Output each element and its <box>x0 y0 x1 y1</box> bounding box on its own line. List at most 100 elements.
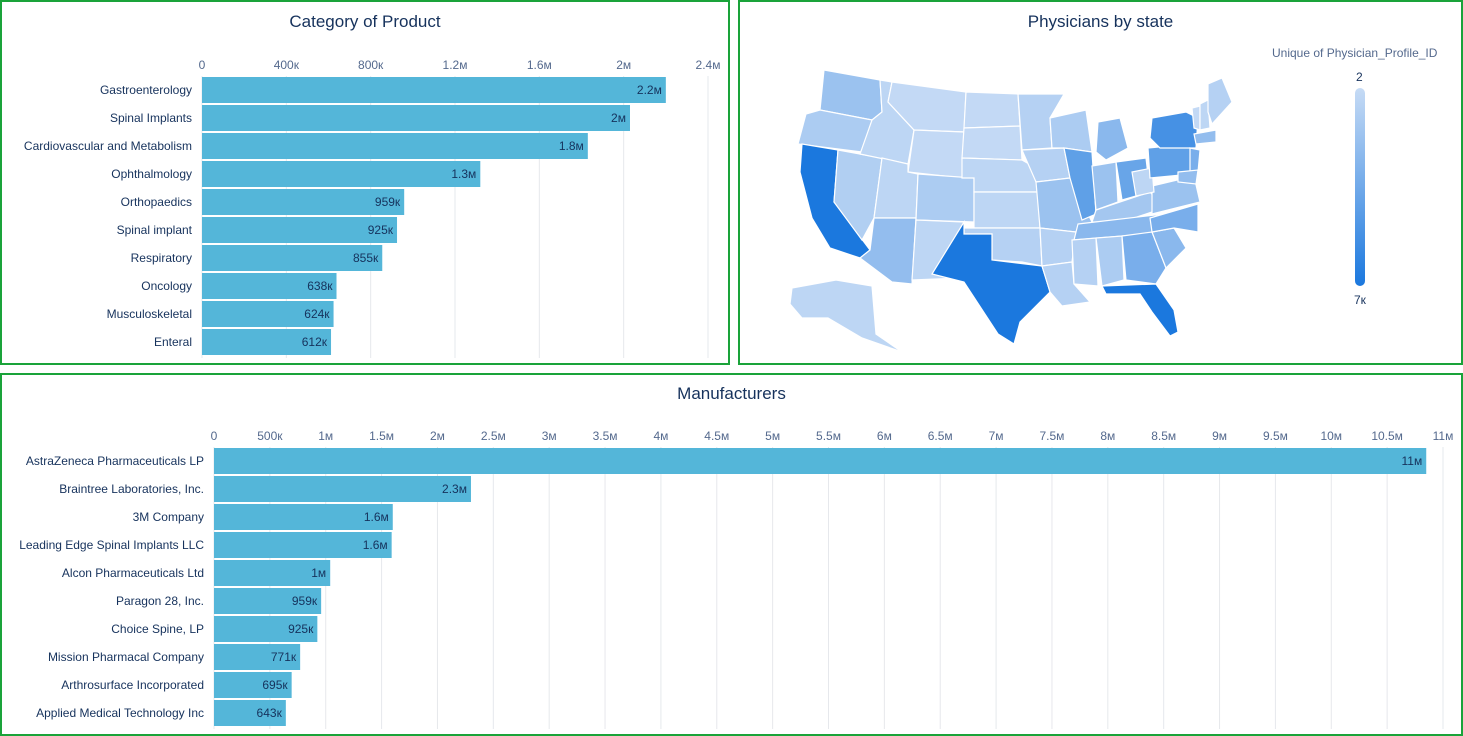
data-label: 1.6м <box>364 510 389 524</box>
x-tick-label: 11м <box>1433 429 1454 443</box>
bar[interactable] <box>214 588 322 614</box>
state-louisiana[interactable] <box>1041 261 1092 307</box>
data-label: 612к <box>302 335 328 349</box>
state-maine[interactable] <box>1207 77 1233 126</box>
state-arkansas[interactable] <box>1039 227 1077 267</box>
x-tick-label: 1.5м <box>369 429 394 443</box>
map-legend-title: Unique of Physician_Profile_ID <box>1272 46 1438 60</box>
x-tick-label: 800к <box>358 58 384 72</box>
x-tick-label: 500к <box>257 429 283 443</box>
data-label: 643к <box>257 706 283 720</box>
data-label: 925к <box>368 223 394 237</box>
x-tick-label: 5.5м <box>816 429 841 443</box>
category-label: Enteral <box>154 335 192 349</box>
bar[interactable] <box>202 217 398 243</box>
bar[interactable] <box>214 616 318 642</box>
state-south-dakota[interactable] <box>961 125 1023 161</box>
category-bar-chart: 0 400к 800к 1.2м 1.6м 2м 2.4м Gastroenterology 2… <box>24 58 721 358</box>
x-tick-label: 3.5м <box>593 429 618 443</box>
category-chart-title: Category of Product <box>289 12 441 31</box>
state-nebraska[interactable] <box>961 157 1039 193</box>
category-label: Respiratory <box>131 251 192 265</box>
state-north-dakota[interactable] <box>963 91 1021 129</box>
manufacturers-chart-title: Manufacturers <box>677 384 786 403</box>
state-wisconsin[interactable] <box>1049 109 1093 153</box>
category-label: Oncology <box>141 279 192 293</box>
x-tick-label: 4.5м <box>704 429 729 443</box>
bar[interactable] <box>202 273 337 299</box>
state-west-virginia[interactable] <box>1131 167 1155 197</box>
state-michigan[interactable] <box>1095 117 1129 161</box>
state-indiana[interactable] <box>1091 161 1119 211</box>
x-tick-label: 6м <box>877 429 892 443</box>
state-massachusetts[interactable] <box>1193 129 1217 145</box>
category-label: Choice Spine, LP <box>111 622 204 636</box>
bar[interactable] <box>202 329 332 355</box>
state-illinois[interactable] <box>1063 147 1097 221</box>
x-tick-label: 1м <box>318 429 333 443</box>
x-tick-label: 2.5м <box>481 429 506 443</box>
x-tick-label: 6.5м <box>928 429 953 443</box>
category-label: Paragon 28, Inc. <box>116 594 204 608</box>
data-label: 11м <box>1402 454 1423 468</box>
bar[interactable] <box>214 532 392 558</box>
bar[interactable] <box>202 189 405 215</box>
bar[interactable] <box>214 560 331 586</box>
x-tick-label: 0 <box>211 429 218 443</box>
category-panel: Category of Product 0 400к 800к 1.2м 1.6м 2м 2… <box>0 0 730 365</box>
bar[interactable] <box>214 644 301 670</box>
bar[interactable] <box>202 161 481 187</box>
bar[interactable] <box>214 504 393 530</box>
x-tick-label: 5м <box>765 429 780 443</box>
category-label: Mission Pharmacal Company <box>48 650 204 664</box>
x-tick-label: 9.5м <box>1263 429 1288 443</box>
bar[interactable] <box>214 700 286 726</box>
x-tick-label: 9м <box>1212 429 1227 443</box>
state-north-carolina[interactable] <box>1149 203 1199 233</box>
state-georgia[interactable] <box>1121 231 1167 285</box>
bar[interactable] <box>214 476 471 502</box>
category-label: Spinal Implants <box>110 111 192 125</box>
data-label: 959к <box>375 195 401 209</box>
category-label: Orthopaedics <box>121 195 192 209</box>
map-panel: Physicians by state Unique of Physician_… <box>738 0 1463 365</box>
x-tick-label: 0 <box>199 58 206 72</box>
data-label: 2.3м <box>442 482 467 496</box>
bar[interactable] <box>214 672 292 698</box>
map-legend-color-ramp <box>1355 88 1365 286</box>
x-tick-label: 7.5м <box>1039 429 1064 443</box>
x-tick-label: 3м <box>542 429 557 443</box>
bar[interactable] <box>214 448 1427 474</box>
category-label: Spinal implant <box>117 223 193 237</box>
x-tick-label: 2.4м <box>696 58 721 72</box>
state-maryland[interactable] <box>1177 169 1199 185</box>
category-label: 3M Company <box>133 510 204 524</box>
data-label: 771к <box>271 650 297 664</box>
state-new-jersey[interactable] <box>1189 147 1201 173</box>
state-oregon[interactable] <box>797 109 873 153</box>
state-florida[interactable] <box>1101 283 1179 337</box>
bar[interactable] <box>202 133 588 159</box>
category-label: Applied Medical Technology Inc <box>36 706 204 720</box>
x-tick-label: 7м <box>989 429 1004 443</box>
data-label: 925к <box>288 622 314 636</box>
bar[interactable] <box>202 105 630 131</box>
data-label: 1.8м <box>559 139 584 153</box>
state-mississippi[interactable] <box>1071 237 1099 287</box>
state-texas[interactable] <box>931 219 1051 345</box>
bar[interactable] <box>202 301 334 327</box>
data-label: 1м <box>311 566 326 580</box>
state-kansas[interactable] <box>973 191 1041 229</box>
map-legend-max: 2 <box>1356 70 1363 84</box>
x-tick-label: 10м <box>1320 429 1342 443</box>
manufacturers-bar-chart: 0 500к 1м 1.5м 2м 2.5м 3м 3.5м 4м 4.5м 5м 5.5м 6м 6.5… <box>19 429 1454 729</box>
bar[interactable] <box>202 77 666 103</box>
data-label: 959к <box>292 594 318 608</box>
state-new-york[interactable] <box>1149 111 1199 149</box>
state-alabama[interactable] <box>1095 235 1125 287</box>
state-alaska[interactable] <box>789 279 903 353</box>
state-colorado[interactable] <box>915 173 975 223</box>
category-label: Alcon Pharmaceuticals Ltd <box>62 566 204 580</box>
state-wyoming[interactable] <box>907 129 965 179</box>
bar[interactable] <box>202 245 383 271</box>
